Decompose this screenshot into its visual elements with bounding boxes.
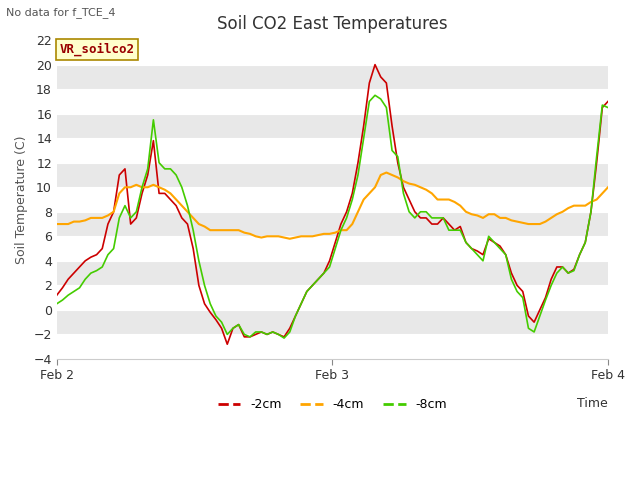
- Legend: -2cm, -4cm, -8cm: -2cm, -4cm, -8cm: [212, 394, 452, 417]
- Text: No data for f_TCE_4: No data for f_TCE_4: [6, 7, 116, 18]
- Bar: [57, 212, 608, 236]
- Bar: [57, 163, 608, 187]
- Text: Time: Time: [577, 397, 608, 410]
- Bar: [57, 114, 608, 138]
- Bar: [57, 65, 608, 89]
- Bar: [57, 261, 608, 285]
- Bar: [57, 310, 608, 335]
- Y-axis label: Soil Temperature (C): Soil Temperature (C): [15, 135, 28, 264]
- Title: Soil CO2 East Temperatures: Soil CO2 East Temperatures: [217, 15, 448, 33]
- Text: VR_soilco2: VR_soilco2: [60, 43, 134, 56]
